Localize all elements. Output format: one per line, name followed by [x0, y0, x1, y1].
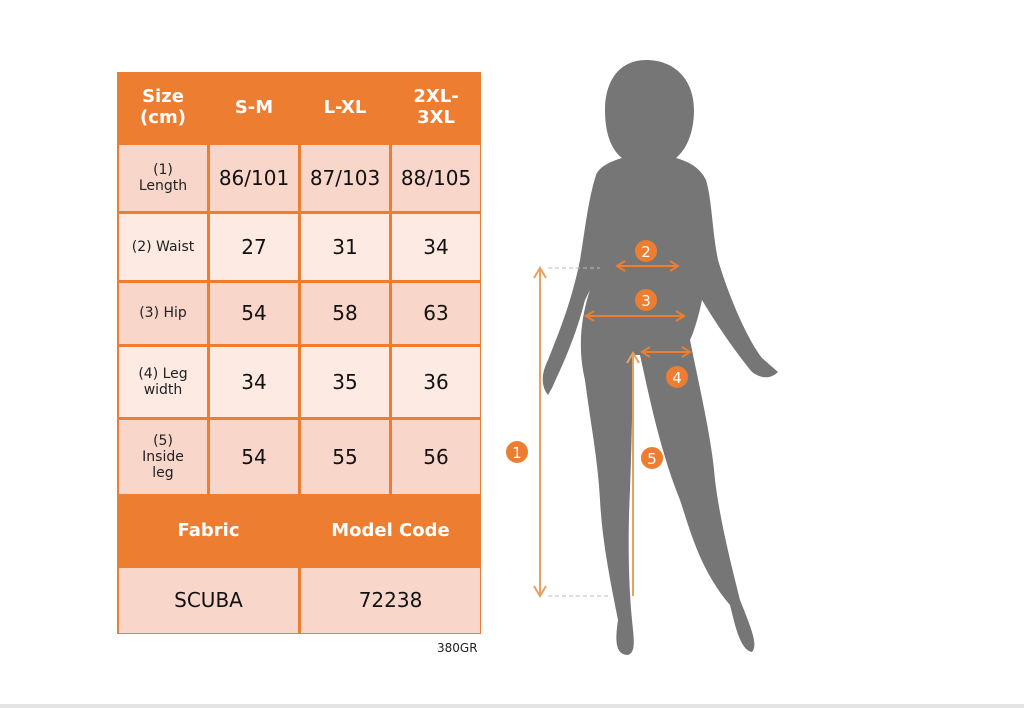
table-cell: 34: [210, 347, 298, 417]
header-cell: Size (cm): [140, 86, 186, 128]
marker-4: 4: [666, 366, 688, 388]
marker-1: 1: [506, 441, 528, 463]
table-cell: 56: [392, 420, 480, 494]
table-cell: 58: [301, 283, 389, 344]
svg-text:4: 4: [672, 369, 682, 387]
table-cell: 87/103: [301, 145, 389, 211]
model-code-value: 72238: [301, 568, 480, 633]
model-code-header: Model Code: [331, 519, 450, 541]
header-cell: S-M: [234, 96, 274, 118]
table-cell: 55: [301, 420, 389, 494]
silhouette: [542, 60, 778, 655]
table-cell: 86/101: [210, 145, 298, 211]
fabric-weight: 380GR: [437, 641, 478, 655]
table-cell: 54: [210, 420, 298, 494]
divider: [0, 704, 1024, 708]
table-cell: 34: [392, 214, 480, 280]
fabric-value: SCUBA: [119, 568, 298, 633]
size-table: Size (cm) S-M L-XL 2XL- 3XL (1) Length 86/101…: [117, 72, 481, 634]
marker-3: 3: [635, 289, 657, 311]
svg-text:5: 5: [647, 450, 657, 468]
marker-5: 5: [641, 447, 663, 469]
marker-2: 2: [635, 240, 657, 262]
table-cell: 27: [210, 214, 298, 280]
table-cell: 31: [301, 214, 389, 280]
table-cell: 88/105: [392, 145, 480, 211]
table-cell: 63: [392, 283, 480, 344]
row-label: (1) Length: [119, 145, 207, 211]
table-cell: 54: [210, 283, 298, 344]
body-measurement-diagram: 1 2 3 4 5: [506, 60, 778, 655]
row-label: (2) Waist: [119, 214, 207, 280]
row-label: (3) Hip: [119, 283, 207, 344]
header-cell: 2XL- 3XL: [413, 86, 459, 128]
svg-text:2: 2: [641, 243, 651, 261]
svg-text:1: 1: [512, 444, 522, 462]
header-cell: L-XL: [323, 96, 367, 118]
row-label: (5) Inside leg: [119, 420, 207, 494]
table-cell: 36: [392, 347, 480, 417]
svg-text:3: 3: [641, 292, 651, 310]
fabric-header: Fabric: [177, 519, 240, 541]
row-label: (4) Leg width: [119, 347, 207, 417]
table-cell: 35: [301, 347, 389, 417]
